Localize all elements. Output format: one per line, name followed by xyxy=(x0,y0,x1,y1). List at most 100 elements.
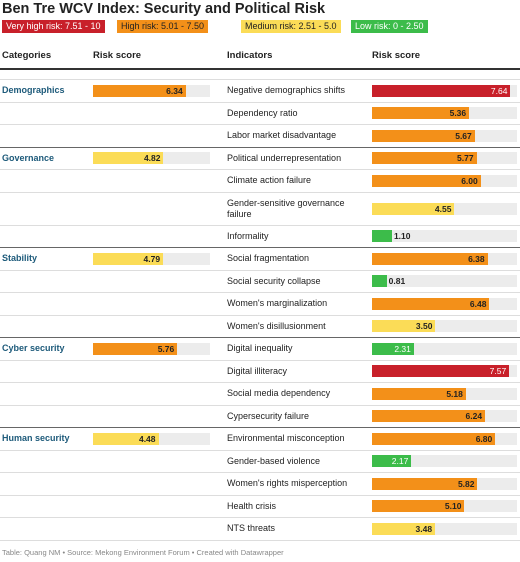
indicator-name: Social security collapse xyxy=(227,275,321,286)
row-rule xyxy=(0,472,520,473)
indicator-name: Informality xyxy=(227,230,269,241)
legend-item: Medium risk: 2.51 - 5.0 xyxy=(241,20,341,33)
column-header: Indicators xyxy=(227,50,273,61)
bar xyxy=(372,320,436,333)
title: Ben Tre WCV Index: Security and Politica… xyxy=(2,1,326,17)
column-header: Risk score xyxy=(93,50,142,61)
row-rule xyxy=(0,124,520,125)
bar xyxy=(372,500,465,513)
row-rule xyxy=(0,404,520,406)
bar-track xyxy=(372,275,517,288)
row-rule xyxy=(0,382,520,383)
indicator-name: Women's marginalization xyxy=(227,298,328,309)
bar xyxy=(93,342,178,355)
bar xyxy=(372,107,470,120)
value-label: 5.36 xyxy=(449,108,467,119)
bar xyxy=(372,410,486,423)
bar xyxy=(372,252,488,265)
value-label: 5.77 xyxy=(457,153,474,164)
value-label: 5.67 xyxy=(455,130,472,141)
value-label: 6.38 xyxy=(468,253,485,264)
value-label: 6.00 xyxy=(461,175,478,186)
bar xyxy=(372,275,387,288)
value-label: 6.80 xyxy=(475,433,493,444)
bar xyxy=(372,387,466,400)
row-rule xyxy=(0,269,520,271)
indicator-name: Cypersecurity failure xyxy=(227,410,310,421)
column-header: Categories xyxy=(2,50,52,61)
value-label: 5.82 xyxy=(457,478,475,489)
group-rule xyxy=(0,247,520,248)
category-name: Governance xyxy=(2,152,55,163)
value-label: 1.10 xyxy=(393,231,411,242)
bar xyxy=(93,252,164,265)
footer: Table: Quang NM • Source: Mekong Environ… xyxy=(2,548,284,557)
group-rule xyxy=(0,337,520,338)
legend-item: High risk: 5.01 - 7.50 xyxy=(117,20,209,33)
indicator-name: Women's disillusionment xyxy=(227,320,326,331)
column-header: Risk score xyxy=(372,50,421,61)
category-name: Cyber security xyxy=(2,343,65,354)
indicator-name: Political underrepresentation xyxy=(227,152,342,163)
indicator-name: Health crisis xyxy=(227,500,277,511)
value-label: 4.82 xyxy=(143,153,161,164)
value-label: 5.76 xyxy=(157,343,175,354)
bar xyxy=(372,152,477,165)
value-label: 5.18 xyxy=(446,388,463,399)
group-rule xyxy=(0,427,520,428)
value-label: 6.34 xyxy=(166,85,183,96)
value-label: 7.64 xyxy=(490,85,508,96)
indicator-name: Environmental misconception xyxy=(227,433,345,444)
bar xyxy=(93,152,164,165)
indicator-name: Women's rights misperception xyxy=(227,478,348,489)
bar xyxy=(372,297,490,310)
bar xyxy=(372,477,478,490)
value-label: 4.48 xyxy=(138,433,156,444)
row-rule xyxy=(0,494,520,496)
bar xyxy=(372,84,511,97)
category-name: Demographics xyxy=(2,85,65,96)
row-rule xyxy=(0,449,520,451)
indicator-name: Digital inequality xyxy=(227,343,293,354)
bar xyxy=(372,455,412,468)
row-rule xyxy=(0,169,520,170)
value-label: 2.17 xyxy=(391,456,409,467)
bar xyxy=(372,129,475,142)
row-rule xyxy=(0,191,520,193)
value-label: 0.81 xyxy=(388,276,406,287)
legend-item: Low risk: 0 - 2.50 xyxy=(351,20,428,33)
value-label: 4.79 xyxy=(143,253,161,264)
header-rule xyxy=(0,68,520,70)
row-rule xyxy=(0,314,520,316)
value-label: 7.57 xyxy=(489,366,507,377)
value-label: 6.24 xyxy=(465,411,483,422)
bar xyxy=(372,202,455,215)
row-rule xyxy=(0,79,520,80)
indicator-name: Labor market disadvantage xyxy=(227,130,337,141)
row-rule xyxy=(0,292,520,293)
value-label: 6.48 xyxy=(469,298,487,309)
category-name: Human security xyxy=(2,433,70,444)
value-label: 5.10 xyxy=(444,501,462,512)
bar xyxy=(372,432,496,445)
indicator-name: Dependency ratio xyxy=(227,107,298,118)
value-label: 4.55 xyxy=(434,203,452,214)
value-label: 3.48 xyxy=(415,523,433,534)
legend-item: Very high risk: 7.51 - 10 xyxy=(2,20,105,33)
bar xyxy=(372,174,481,187)
bar xyxy=(372,342,414,355)
indicator-name: Social media dependency xyxy=(227,388,331,399)
indicator-name: Digital illiteracy xyxy=(227,365,288,376)
bar-track xyxy=(372,230,517,243)
row-rule xyxy=(0,517,520,518)
indicator-name: Climate action failure xyxy=(227,175,312,186)
indicator-name: Gender-sensitive governance failure xyxy=(227,197,345,219)
bar xyxy=(372,522,436,535)
row-rule xyxy=(0,359,520,361)
value-label: 2.31 xyxy=(394,343,411,354)
bar xyxy=(372,365,510,378)
row-rule xyxy=(0,101,520,103)
bar xyxy=(372,230,392,243)
category-name: Stability xyxy=(2,253,38,264)
